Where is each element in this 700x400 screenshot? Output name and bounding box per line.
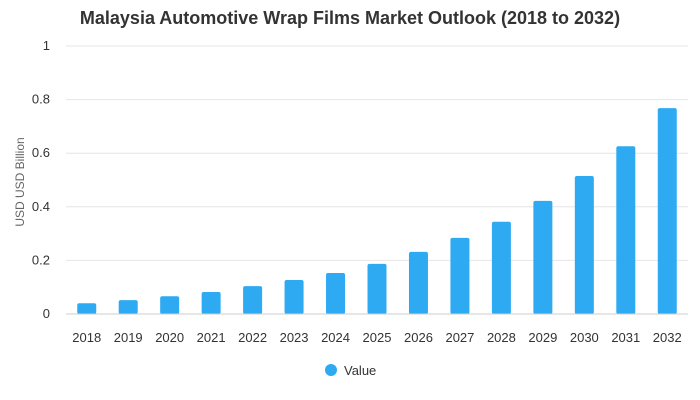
x-tick-label: 2024 [321, 330, 350, 345]
legend[interactable]: Value [325, 363, 376, 378]
legend-swatch-value [325, 364, 337, 376]
bars [77, 108, 677, 315]
chart-title: Malaysia Automotive Wrap Films Market Ou… [79, 8, 621, 28]
bar-2021[interactable] [201, 292, 221, 314]
y-axis-ticks: 0 0.2 0.4 0.6 0.8 1 [32, 38, 50, 321]
gridlines [66, 45, 688, 261]
y-tick-label: 0.6 [32, 145, 50, 160]
x-tick-label: 2023 [280, 330, 309, 345]
x-tick-label: 2032 [653, 330, 682, 345]
x-tick-label: 2020 [155, 330, 184, 345]
y-tick-label: 0 [43, 306, 50, 321]
y-tick-label: 1 [43, 38, 50, 53]
y-axis-label: USD USD Billion [13, 137, 27, 226]
bar-2027[interactable] [450, 237, 470, 314]
bar-2018[interactable] [77, 303, 97, 314]
x-tick-label: 2030 [570, 330, 599, 345]
x-tick-label: 2025 [363, 330, 392, 345]
bar-2020[interactable] [160, 296, 180, 314]
bar-2022[interactable] [243, 286, 263, 314]
x-tick-label: 2027 [445, 330, 474, 345]
bar-2019[interactable] [118, 300, 138, 314]
x-tick-label: 2021 [197, 330, 226, 345]
bar-2024[interactable] [326, 272, 346, 314]
bar-2030[interactable] [574, 175, 594, 314]
bar-2028[interactable] [491, 221, 511, 314]
bar-2032[interactable] [657, 108, 677, 315]
x-tick-label: 2031 [611, 330, 640, 345]
y-tick-label: 0.8 [32, 92, 50, 107]
x-axis-ticks: 2018 2019 2020 2021 2022 2023 2024 2025 2026 2027… [72, 330, 681, 345]
bar-2023[interactable] [284, 279, 304, 314]
x-tick-label: 2018 [72, 330, 101, 345]
bar-2026[interactable] [408, 251, 428, 314]
x-tick-label: 2028 [487, 330, 516, 345]
x-tick-label: 2022 [238, 330, 267, 345]
y-tick-label: 0.2 [32, 252, 50, 267]
x-tick-label: 2029 [528, 330, 557, 345]
x-tick-label: 2026 [404, 330, 433, 345]
x-tick-label: 2019 [114, 330, 143, 345]
y-tick-label: 0.4 [32, 199, 50, 214]
bar-2029[interactable] [533, 200, 553, 314]
bar-2031[interactable] [616, 146, 636, 314]
legend-label-value: Value [344, 363, 376, 378]
bar-2025[interactable] [367, 263, 387, 314]
